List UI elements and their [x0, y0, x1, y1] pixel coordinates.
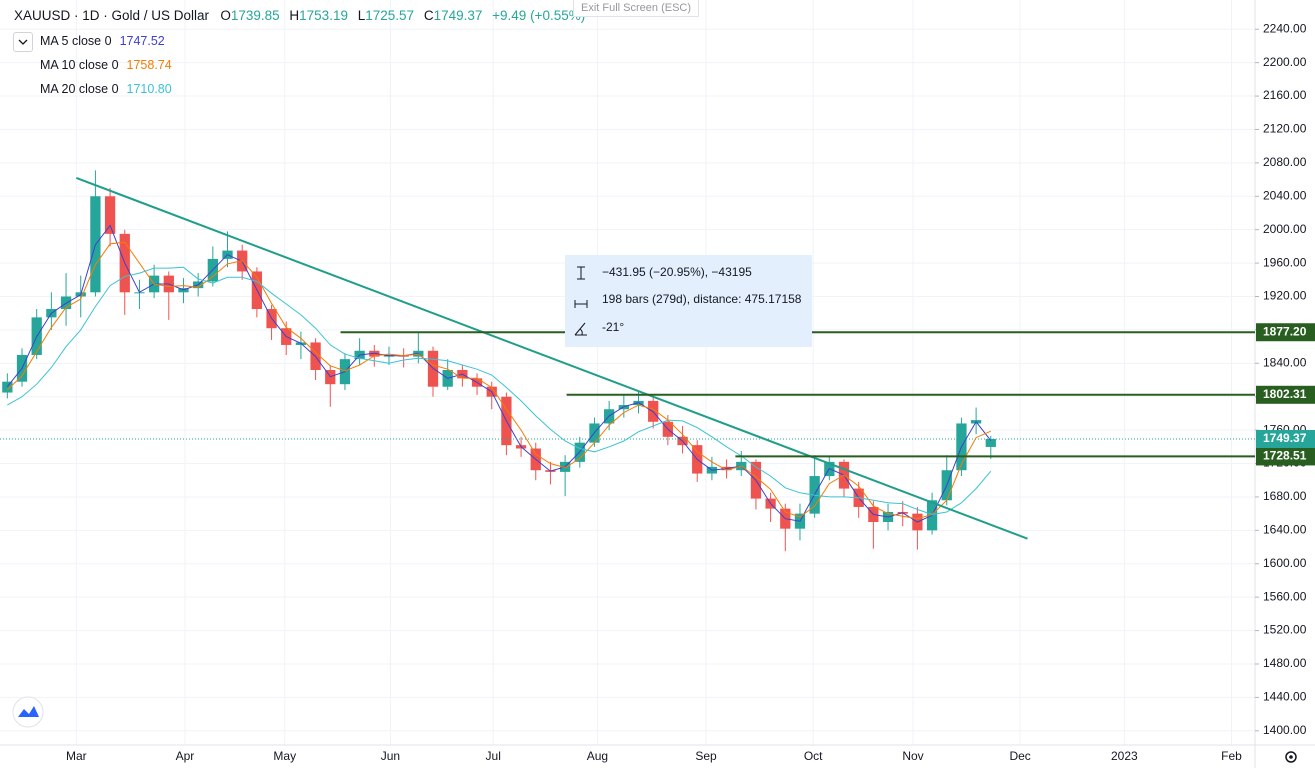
legend-toggle[interactable] — [13, 32, 33, 52]
y-tick-label: 1600.00 — [1263, 556, 1307, 570]
indicator-legend[interactable]: MA 10 close 0 1758.74 — [40, 58, 172, 72]
y-tick-label: 2200.00 — [1263, 55, 1307, 69]
ohlc-label: H — [289, 8, 300, 23]
level-price-box — [1256, 385, 1315, 404]
level-price-box — [1256, 447, 1315, 466]
exit-fullscreen-button[interactable]: Exit Full Screen (ESC) — [573, 0, 699, 17]
y-tick-label: 2040.00 — [1263, 188, 1307, 202]
x-tick-label: Aug — [587, 749, 608, 763]
x-tick-label: Dec — [1009, 749, 1030, 763]
symbol-title[interactable]: XAUUSD · 1D · Gold / US Dollar — [14, 8, 210, 23]
candle-body — [104, 196, 116, 234]
ohlc-value: 1725.57 — [365, 8, 415, 23]
indicator-value: 1758.74 — [126, 58, 172, 72]
ohlc-label: O — [220, 8, 231, 23]
ohlc-value: 1749.37 — [433, 8, 483, 23]
indicator-name: MA 5 close 0 — [40, 34, 112, 48]
measure-angle: -21° — [602, 320, 625, 334]
level-price-label: 1877.20 — [1263, 324, 1307, 338]
x-tick-label: Jun — [381, 749, 400, 763]
logo-circle — [12, 696, 44, 728]
indicator-value: 1747.52 — [119, 34, 165, 48]
y-tick-label: 2240.00 — [1263, 21, 1307, 35]
measure-icons — [574, 266, 588, 336]
y-tick-label: 2160.00 — [1263, 88, 1307, 102]
candle-body — [2, 381, 13, 393]
tradingview-logo — [12, 696, 44, 728]
indicator-legend[interactable]: MA 20 close 0 1710.80 — [40, 82, 172, 96]
gear-ring — [1285, 751, 1297, 763]
gear-hub — [1289, 755, 1293, 759]
y-tick-label: 1520.00 — [1263, 623, 1307, 637]
y-tick-label: 2120.00 — [1263, 122, 1307, 136]
x-tick-label: Nov — [902, 749, 923, 763]
current-price-label: 1749.37 — [1263, 431, 1307, 445]
measure-tooltip: −431.95 (−20.95%), −43195 198 bars (279d… — [565, 255, 812, 347]
y-tick-label: 1960.00 — [1263, 255, 1307, 269]
ohlc-value: 1739.85 — [230, 8, 280, 23]
symbol-header: XAUUSD · 1D · Gold / US Dollar O1739.85 … — [14, 8, 591, 23]
current-price-box — [1256, 430, 1315, 449]
moving-average-line — [6, 224, 992, 523]
level-price-label: 1728.51 — [1263, 449, 1307, 463]
change-value: +9.49 (+0.55%) — [492, 8, 586, 23]
ohlc-value: 1753.19 — [299, 8, 348, 23]
y-tick-label: 2080.00 — [1263, 155, 1307, 169]
trend-line — [75, 176, 1028, 540]
x-tick-label: Jul — [486, 749, 501, 763]
candle-body — [985, 439, 996, 447]
x-tick-label: Mar — [66, 749, 87, 763]
y-tick-label: 1920.00 — [1263, 289, 1307, 303]
indicator-name: MA 20 close 0 — [40, 82, 119, 96]
y-tick-label: 1400.00 — [1263, 723, 1307, 737]
x-tick-label: 2023 — [1111, 749, 1138, 763]
indicator-name: MA 10 close 0 — [40, 58, 119, 72]
y-tick-label: 1680.00 — [1263, 489, 1307, 503]
logo-wave — [18, 706, 39, 717]
y-tick-label: 1840.00 — [1263, 355, 1307, 369]
x-tick-label: Apr — [176, 749, 195, 763]
measure-price: −431.95 (−20.95%), −43195 — [602, 265, 752, 279]
settings-icon[interactable] — [1285, 751, 1297, 763]
chevron-icon — [18, 39, 28, 45]
moving-average-line — [6, 241, 991, 520]
indicator-value: 1710.80 — [126, 82, 172, 96]
x-tick-label: Feb — [1221, 749, 1242, 763]
x-tick-label: Oct — [804, 749, 823, 763]
y-tick-label: 1480.00 — [1263, 656, 1307, 670]
indicator-legend[interactable]: MA 5 close 0 1747.52 — [40, 34, 165, 48]
y-tick-label: 2000.00 — [1263, 222, 1307, 236]
ohlc-label: L — [357, 8, 366, 23]
level-price-label: 1802.31 — [1263, 387, 1307, 401]
x-tick-label: Sep — [695, 749, 717, 763]
y-tick-label: 1440.00 — [1263, 690, 1307, 704]
y-tick-label: 1640.00 — [1263, 523, 1307, 537]
x-tick-label: May — [273, 749, 296, 763]
level-price-box — [1256, 323, 1315, 342]
moving-average-line — [7, 266, 992, 516]
measure-bars: 198 bars (279d), distance: 475.17158 — [602, 292, 802, 306]
y-tick-label: 1560.00 — [1263, 589, 1307, 603]
ohlc-label: C — [423, 8, 434, 23]
